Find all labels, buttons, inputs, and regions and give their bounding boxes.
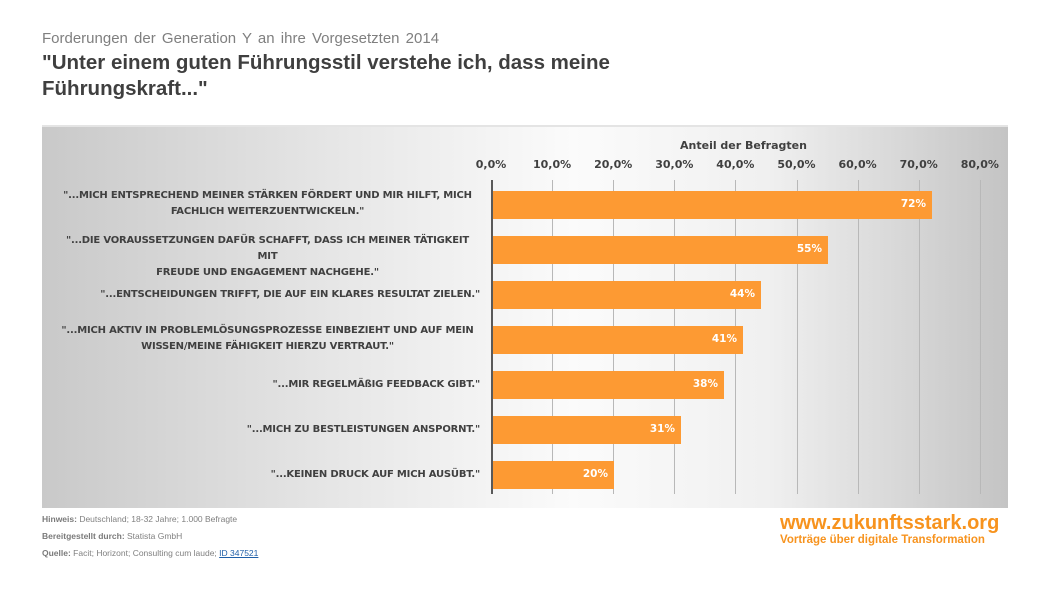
bereitgestellt-text: Statista GmbH <box>124 531 183 541</box>
bar-value-label: 41% <box>711 333 737 345</box>
category-label: "...MICH ZU BESTLEISTUNGEN ANSPORNT." <box>55 422 480 438</box>
x-tick-label: 40,0% <box>716 158 755 171</box>
x-tick-label: 60,0% <box>838 158 877 171</box>
category-label-line: "...MICH AKTIV IN PROBLEMLÖSUNGSPROZESSE… <box>61 325 474 336</box>
bar-value-label: 72% <box>900 198 926 210</box>
category-label-line: "...MICH ENTSPRECHEND MEINER STÄRKEN FÖR… <box>63 190 472 201</box>
source-id-link[interactable]: ID 347521 <box>219 548 259 558</box>
bar: 38% <box>492 371 724 399</box>
bar-value-label: 55% <box>796 243 822 255</box>
x-axis-title: Anteil der Befragten <box>680 139 807 152</box>
gridline <box>919 180 920 494</box>
bar: 41% <box>492 326 743 354</box>
bereitgestellt-label: Bereitgestellt durch: <box>42 531 125 541</box>
bar-value-label: 44% <box>729 288 755 300</box>
footer-quelle: Quelle: Facit; Horizont; Consulting cum … <box>42 548 258 558</box>
category-label-line: "...DIE VORAUSSETZUNGEN DAFÜR SCHAFFT, D… <box>65 235 469 262</box>
gridline <box>797 180 798 494</box>
category-label: "...KEINEN DRUCK AUF MICH AUSÜBT." <box>55 467 481 483</box>
bar-value-label: 38% <box>692 378 718 390</box>
category-label-line: FACHLICH WEITERZUENTWICKELN." <box>170 206 365 217</box>
category-label: "...MICH ENTSPRECHEND MEINER STÄRKEN FÖR… <box>55 188 480 220</box>
category-label-line: "...MICH ZU BESTLEISTUNGEN ANSPORNT." <box>246 424 480 435</box>
category-label: "...DIE VORAUSSETZUNGEN DAFÜR SCHAFFT, D… <box>55 233 480 281</box>
brand-tagline: Vorträge über digitale Transformation <box>780 534 985 546</box>
gridline <box>858 180 859 494</box>
chart-panel <box>42 125 1008 508</box>
category-label-line: "...ENTSCHEIDUNGEN TRIFFT, DIE AUF EIN K… <box>100 289 480 300</box>
chart-subtitle: Forderungen der Generation Y an ihre Vor… <box>42 30 440 47</box>
hinweis-text: Deutschland; 18-32 Jahre; 1.000 Befragte <box>76 514 238 524</box>
category-label-line: FREUDE UND ENGAGEMENT NACHGEHE." <box>156 267 379 278</box>
x-tick-label: 50,0% <box>777 158 816 171</box>
hinweis-label: Hinweis: <box>42 514 77 524</box>
y-axis-line <box>491 180 493 494</box>
footer-bereitgestellt: Bereitgestellt durch: Statista GmbH <box>42 531 182 541</box>
quelle-text: Facit; Horizont; Consulting cum laude; <box>70 548 220 558</box>
bar: 31% <box>492 416 681 444</box>
bar-value-label: 31% <box>649 423 675 435</box>
x-tick-label: 70,0% <box>899 158 938 171</box>
bar: 55% <box>492 236 828 264</box>
x-tick-label: 20,0% <box>594 158 633 171</box>
footer-hinweis: Hinweis: Deutschland; 18-32 Jahre; 1.000… <box>42 514 237 524</box>
category-label: "...ENTSCHEIDUNGEN TRIFFT, DIE AUF EIN K… <box>55 287 480 303</box>
x-tick-label: 80,0% <box>960 158 999 171</box>
category-label-line: WISSEN/MEINE FÄHIGKEIT HIERZU VERTRAUT." <box>141 341 394 352</box>
quelle-label: Quelle: <box>42 548 71 558</box>
bar: 44% <box>492 281 761 309</box>
bar-value-label: 20% <box>582 468 608 480</box>
x-tick-label: 10,0% <box>533 158 572 171</box>
brand-url[interactable]: www.zukunftsstark.org <box>780 512 1000 534</box>
category-label: "...MICH AKTIV IN PROBLEMLÖSUNGSPROZESSE… <box>55 323 480 355</box>
category-label-line: "...KEINEN DRUCK AUF MICH AUSÜBT." <box>270 469 481 480</box>
category-label: "...MIR REGELMÄßIG FEEDBACK GIBT." <box>55 377 481 393</box>
x-tick-label: 0,0% <box>475 158 507 171</box>
chart-title: "Unter einem guten Führungsstil verstehe… <box>42 51 610 100</box>
bar: 20% <box>492 461 614 489</box>
bar: 72% <box>492 191 932 219</box>
x-tick-label: 30,0% <box>655 158 694 171</box>
category-label-line: "...MIR REGELMÄßIG FEEDBACK GIBT." <box>272 379 481 390</box>
gridline <box>980 180 981 494</box>
